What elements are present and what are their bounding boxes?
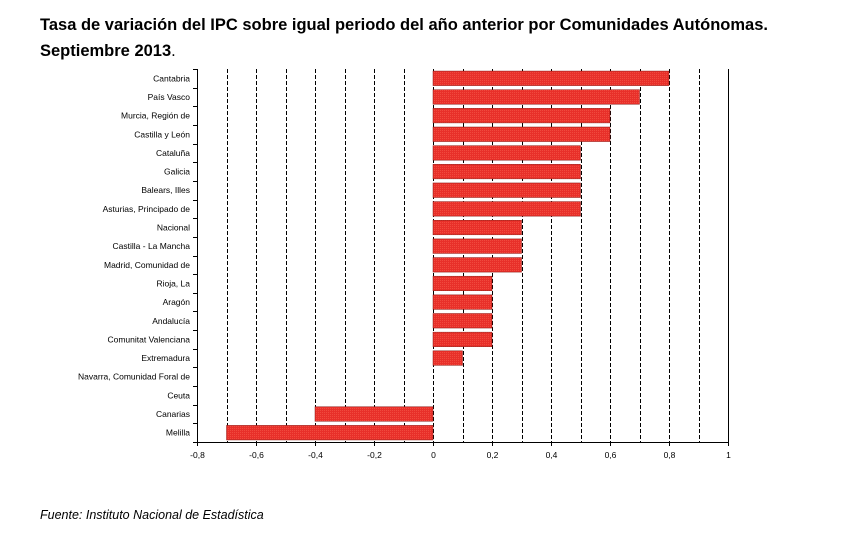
chart-subtitle-text: Septiembre 2013: [40, 42, 172, 60]
category-label: Ceuta: [167, 390, 190, 400]
bar: [432, 70, 670, 86]
x-tick-label: 0,2: [487, 450, 499, 460]
x-tick-label: 1: [726, 450, 731, 460]
bar: [432, 331, 493, 347]
bar: [432, 220, 522, 236]
category-label: Andalucía: [152, 316, 190, 326]
chart-title: Tasa de variación del IPC sobre igual pe…: [40, 12, 840, 64]
category-label: Castilla y León: [134, 129, 190, 139]
category-label: Extremadura: [141, 353, 190, 363]
x-tick-label: -0,8: [190, 450, 205, 460]
bar: [432, 238, 522, 254]
bar: [432, 350, 463, 366]
chart-subtitle: Septiembre 2013.: [40, 38, 840, 64]
category-label: País Vasco: [148, 92, 191, 102]
bar: [432, 126, 611, 142]
category-label: Rioja, La: [156, 278, 190, 288]
category-label: Cataluña: [156, 148, 190, 158]
category-label: Canarias: [156, 409, 190, 419]
bar: [432, 182, 581, 198]
bar: [432, 89, 640, 105]
category-label: Madrid, Comunidad de: [104, 260, 190, 270]
x-tick-label: 0,4: [546, 450, 558, 460]
x-tick-label: 0: [431, 450, 436, 460]
chart-title-line: Tasa de variación del IPC sobre igual pe…: [40, 16, 768, 34]
category-label: Nacional: [157, 223, 190, 233]
bar: [432, 275, 493, 291]
category-label: Balears, Illes: [141, 185, 190, 195]
plot-area: Cantabria País Vasco Murcia, Región de Cast…: [78, 69, 731, 460]
bar: [314, 406, 434, 422]
x-tick-label: 0,8: [664, 450, 676, 460]
source-note: Fuente: Instituto Nacional de Estadístic…: [40, 508, 264, 522]
category-label: Navarra, Comunidad Foral de: [78, 372, 190, 382]
x-tick-label: -0,4: [308, 450, 323, 460]
category-label: Melilla: [166, 428, 190, 438]
bar: [432, 257, 522, 273]
bar: [226, 425, 434, 441]
x-tick-label: 0,6: [605, 450, 617, 460]
category-label: Cantabria: [153, 73, 190, 83]
category-label: Asturias, Principado de: [103, 204, 191, 214]
category-label: Comunitat Valenciana: [107, 334, 190, 344]
x-tick-label: -0,2: [367, 450, 382, 460]
chart-subtitle-suffix: .: [171, 42, 176, 60]
bar: [432, 164, 581, 180]
category-label: Murcia, Región de: [121, 111, 190, 121]
category-label: Aragón: [163, 297, 191, 307]
category-label: Galicia: [164, 167, 190, 177]
x-tick-label: -0,6: [249, 450, 264, 460]
bar: [432, 108, 611, 124]
bar: [432, 294, 493, 310]
bar: [432, 313, 493, 329]
category-label: Castilla - La Mancha: [113, 241, 191, 251]
bar: [432, 145, 581, 161]
bar: [432, 201, 581, 217]
